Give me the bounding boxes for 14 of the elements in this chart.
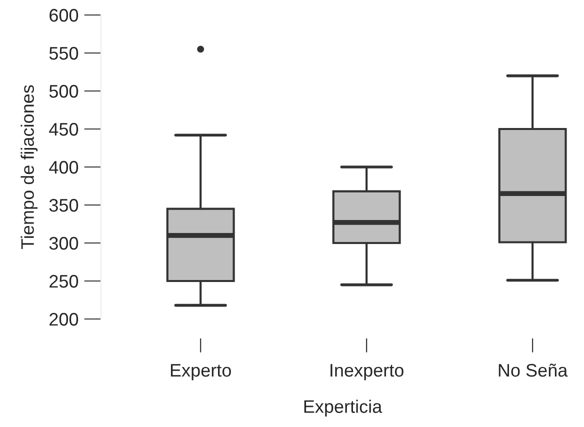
y-tick-label: 600 <box>50 8 78 22</box>
x-tick-label: Inexperto <box>330 364 404 380</box>
x-tick-label: Experto <box>170 364 231 380</box>
y-tick-label: 250 <box>50 274 78 288</box>
y-axis-title: Tiempo de fijaciones <box>20 85 38 250</box>
y-tick-label: 450 <box>49 122 78 136</box>
y-tick-label: 350 <box>49 198 78 212</box>
y-tick-label: 550 <box>49 46 78 60</box>
y-tick-label: 500 <box>49 84 78 98</box>
x-tick-label: No Seña <box>498 364 568 377</box>
y-tick-label: 200 <box>50 312 78 326</box>
y-tick-label: 300 <box>49 236 78 250</box>
x-axis-title: Experticia <box>304 400 382 417</box>
y-tick-label: 400 <box>49 160 78 174</box>
